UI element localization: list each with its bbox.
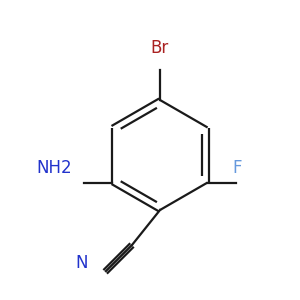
Text: N: N bbox=[76, 254, 88, 272]
Text: F: F bbox=[232, 159, 242, 177]
Text: Br: Br bbox=[151, 39, 169, 57]
Text: NH2: NH2 bbox=[36, 159, 72, 177]
